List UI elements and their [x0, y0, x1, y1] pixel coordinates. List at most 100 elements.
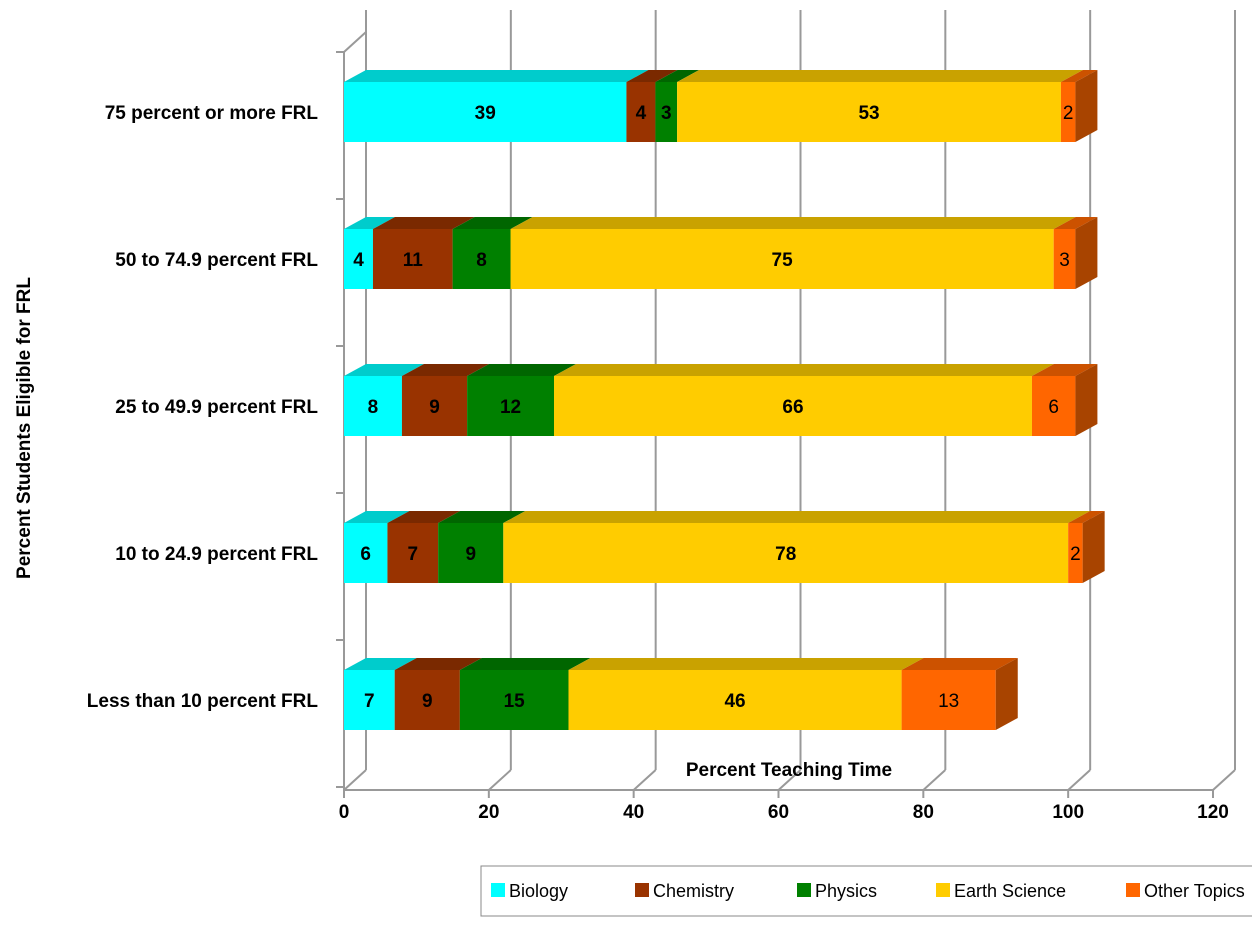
bar-top-face	[677, 70, 1083, 82]
floor-gridline	[632, 769, 657, 791]
bar-top-face	[1068, 511, 1105, 523]
bar-segment	[394, 670, 460, 730]
bar-segment	[452, 229, 511, 289]
legend-label: Other Topics	[1144, 881, 1245, 901]
x-tick-labels: 0 20 40 60 80 100 120	[339, 802, 1229, 823]
bar-top-face	[344, 70, 649, 82]
data-label: 46	[724, 691, 745, 712]
bar-top-face	[655, 70, 700, 82]
data-label: 9	[422, 691, 433, 712]
bar-segment	[344, 82, 627, 142]
x-tick-label: 100	[1052, 802, 1084, 823]
bar-top-face	[344, 511, 410, 523]
category-label: 50 to 74.9 percent FRL	[115, 250, 318, 271]
bar-segment	[372, 229, 453, 289]
bar-segment	[1053, 229, 1076, 289]
data-label: 15	[504, 691, 526, 712]
x-tick-label: 120	[1197, 802, 1229, 823]
bar-side-face	[1075, 217, 1098, 289]
legend-swatch	[635, 883, 649, 897]
bar-top-face	[1031, 364, 1098, 376]
bar-side-face	[1082, 511, 1105, 583]
floor-gridline	[777, 769, 802, 791]
bar-top-face	[901, 658, 1018, 670]
bar-top-face	[626, 70, 678, 82]
floor-gridline	[343, 769, 367, 791]
bar-top-face	[554, 364, 1054, 376]
bar-top-face	[387, 511, 461, 523]
floor-gridline	[922, 769, 947, 791]
bar-segment	[1068, 523, 1083, 583]
bar-segment	[467, 376, 555, 436]
data-label: 8	[368, 397, 379, 418]
bar-segment	[344, 670, 395, 730]
bar-segment	[387, 523, 439, 583]
bar-segment	[677, 82, 1061, 142]
x-axis-title: Percent Teaching Time	[686, 760, 892, 781]
legend-swatch	[491, 883, 505, 897]
data-label: 7	[408, 544, 419, 565]
left-wall-top-edge	[343, 31, 367, 53]
data-label: 66	[782, 397, 803, 418]
bar-segment	[344, 229, 373, 289]
legend: Biology Chemistry Physics Earth Science Othe…	[480, 865, 1252, 917]
data-label: 12	[500, 397, 521, 418]
bar-top-face	[568, 658, 924, 670]
bar-side-face	[1075, 364, 1098, 436]
bar-segment	[401, 376, 468, 436]
bar-segment	[655, 82, 678, 142]
bar-segment	[344, 523, 388, 583]
bar-top-face	[394, 658, 482, 670]
bar-segment	[1060, 82, 1076, 142]
data-label: 9	[465, 544, 476, 565]
category-labels: 75 percent or more FRL 50 to 74.9 percent…	[87, 103, 319, 712]
data-label: 6	[1048, 397, 1059, 418]
bar-top-face	[467, 364, 577, 376]
x-tick-label: 80	[913, 802, 934, 823]
bar-segment	[510, 229, 1054, 289]
bar-top-face	[344, 364, 424, 376]
category-label: 10 to 24.9 percent FRL	[115, 544, 318, 565]
data-label: 53	[858, 103, 879, 124]
bar-segment	[1031, 376, 1076, 436]
bar-top-face	[344, 658, 417, 670]
category-label: 75 percent or more FRL	[105, 103, 319, 124]
y-axis-title: Percent Students Eligible for FRL	[14, 277, 35, 579]
data-label: 7	[364, 691, 375, 712]
bar-side-face	[995, 658, 1018, 730]
data-label: 78	[775, 544, 796, 565]
legend-box	[480, 865, 1252, 917]
bar-segment	[568, 670, 902, 730]
bar-segment	[901, 670, 996, 730]
bar-segment	[554, 376, 1032, 436]
data-label: 13	[938, 691, 959, 712]
bar-top-face	[1053, 217, 1098, 229]
bar-top-face	[503, 511, 1091, 523]
bar-segment	[438, 523, 504, 583]
data-label: 9	[429, 397, 440, 418]
data-label: 4	[636, 103, 647, 124]
data-label: 3	[1059, 250, 1070, 271]
bar-segment	[344, 376, 402, 436]
data-label: 75	[772, 250, 794, 271]
data-label: 39	[475, 103, 496, 124]
floor-gridline	[488, 769, 512, 791]
data-label: 6	[360, 544, 371, 565]
bars: 39 4 3 53 24 11 8 75 38 9 12 66 66 7 9 78 27 9 15 46 13	[344, 70, 1105, 730]
x-tick-label: 20	[478, 802, 499, 823]
bar-segment	[503, 523, 1069, 583]
bar-top-face	[438, 511, 526, 523]
floor-gridline	[1212, 769, 1236, 791]
bar-top-face	[510, 217, 1076, 229]
x-tick-label: 40	[623, 802, 644, 823]
data-label: 3	[661, 103, 672, 124]
category-label: Less than 10 percent FRL	[87, 691, 319, 712]
bar-top-face	[452, 217, 533, 229]
x-tick-label: 60	[768, 802, 789, 823]
legend-label: Chemistry	[653, 881, 734, 901]
bar-side-face	[1075, 70, 1098, 142]
legend-label: Biology	[509, 881, 568, 901]
floor-gridline	[1067, 769, 1091, 791]
data-label: 2	[1063, 103, 1074, 124]
